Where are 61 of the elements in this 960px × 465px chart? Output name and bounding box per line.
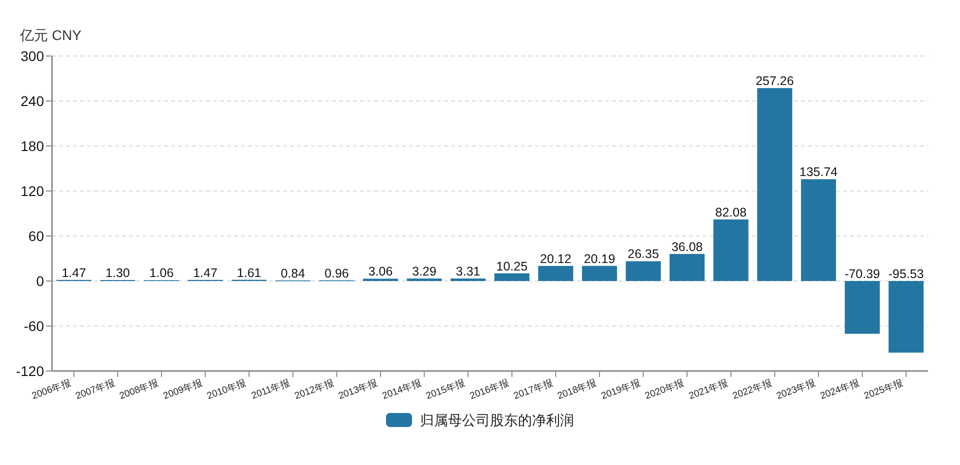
x-tick-label: 2021年报: [687, 376, 730, 402]
legend: 归属母公司股东的净利润: [386, 412, 574, 428]
data-label: 135.74: [799, 165, 838, 180]
data-label: 82.08: [715, 205, 747, 220]
x-tick-label: 2022年报: [730, 376, 774, 402]
data-label: 1.47: [193, 266, 218, 280]
data-label: 1.06: [149, 266, 174, 280]
data-label: 257.26: [756, 74, 794, 88]
data-label: 1.61: [236, 266, 262, 280]
data-label: -95.53: [888, 267, 924, 281]
data-label: 1.30: [106, 266, 130, 280]
data-label: 0.84: [280, 266, 306, 280]
bar: [713, 219, 748, 281]
y-tick-label: 300: [20, 48, 44, 64]
bar: [538, 266, 574, 281]
x-tick-label: 2011年报: [250, 376, 292, 402]
y-tick-label: 240: [20, 93, 44, 109]
data-label: 3.29: [412, 264, 437, 279]
x-tick-label: 2006年报: [30, 376, 73, 402]
x-tick-label: 2019年报: [600, 376, 642, 402]
y-axis-title: 亿元 CNY: [19, 27, 82, 43]
x-tick-label: 2025年报: [862, 376, 906, 402]
y-tick-label: 180: [20, 138, 44, 154]
x-tick-label: 2023年报: [774, 376, 818, 402]
x-tick-label: 2008年报: [118, 376, 161, 402]
x-tick-label: 2018年报: [556, 376, 599, 402]
y-tick-label: -120: [16, 363, 44, 379]
y-tick-label: -60: [24, 318, 44, 334]
x-tick-label: 2014年报: [380, 376, 424, 402]
bar: [494, 273, 530, 281]
data-label: 26.35: [628, 247, 659, 262]
bar: [582, 266, 618, 281]
bar: [800, 179, 836, 281]
x-tick-label: 2020年报: [643, 376, 686, 402]
bar: [844, 281, 880, 334]
data-label: 20.12: [540, 252, 572, 266]
x-tick-label: 2007年报: [74, 376, 117, 402]
data-label: 1.47: [62, 266, 86, 280]
bar: [888, 281, 924, 353]
data-label: 3.31: [456, 264, 480, 279]
data-label: 10.25: [496, 259, 528, 274]
data-label: 20.19: [584, 252, 616, 266]
bar: [757, 88, 792, 281]
x-tick-label: 2012年报: [292, 376, 336, 402]
x-tick-label: 2009年报: [162, 376, 204, 402]
x-tick-label: 2016年报: [468, 376, 511, 402]
legend-label: 归属母公司股东的净利润: [420, 412, 574, 428]
data-label: -70.39: [844, 267, 880, 281]
bar: [670, 254, 705, 281]
y-tick-label: 60: [28, 228, 44, 244]
y-tick-label: 0: [36, 273, 44, 289]
x-tick-label: 2013年报: [336, 376, 380, 402]
x-tick-label: 2024年报: [818, 376, 862, 402]
bar: [626, 261, 661, 281]
x-tick-label: 2015年报: [424, 376, 468, 402]
data-label: 3.06: [368, 264, 393, 279]
x-tick-label: 2017年报: [512, 376, 555, 402]
x-tick-label: 2010年报: [205, 376, 248, 402]
data-label: 36.08: [671, 240, 703, 254]
data-label: 0.96: [324, 266, 349, 280]
y-tick-label: 120: [20, 183, 44, 199]
